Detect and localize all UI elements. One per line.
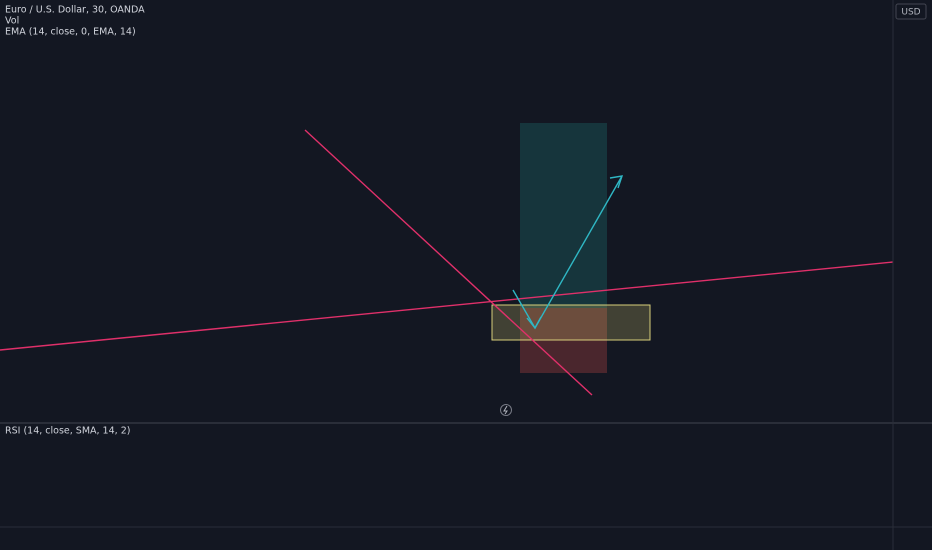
event-icon[interactable] xyxy=(500,404,512,416)
arrow-head xyxy=(609,175,624,189)
event-icon-bolt xyxy=(503,405,508,415)
ema-title: EMA (14, close, 0, EMA, 14) xyxy=(5,27,136,38)
volume-title: Vol xyxy=(5,16,19,27)
rsi-title: RSI (14, close, SMA, 14, 2) xyxy=(5,426,130,437)
down-trendline xyxy=(304,129,593,396)
symbol-title: Euro / U.S. Dollar, 30, OANDA xyxy=(5,5,145,16)
currency-button[interactable] xyxy=(895,3,927,20)
currency: USD xyxy=(901,8,920,18)
up-trendline xyxy=(0,261,894,351)
arrow-head xyxy=(526,316,542,330)
position-profit-zone xyxy=(520,123,607,308)
demand-zone xyxy=(491,304,651,341)
